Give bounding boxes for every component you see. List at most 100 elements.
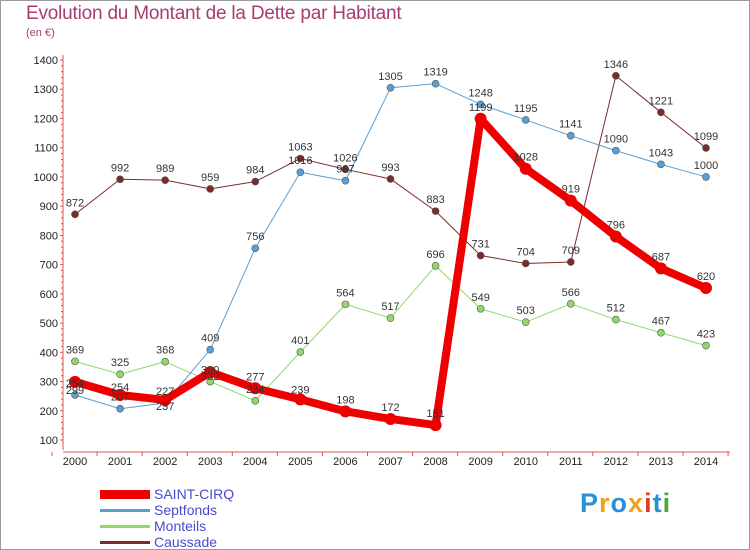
data-label: 984 — [246, 165, 264, 177]
y-tick-label: 100 — [40, 435, 58, 447]
x-tick-label: 2000 — [63, 456, 87, 468]
data-point — [249, 382, 262, 395]
data-label: 872 — [66, 197, 84, 209]
y-tick-label: 1400 — [34, 55, 58, 67]
y-tick-label: 200 — [40, 406, 58, 418]
data-label: 503 — [517, 305, 535, 317]
data-label: 796 — [607, 220, 625, 232]
data-label: 1028 — [513, 152, 537, 164]
data-label: 237 — [156, 401, 174, 413]
y-tick-label: 1100 — [34, 143, 58, 155]
data-label: 549 — [471, 292, 489, 304]
x-tick-label: 2010 — [513, 456, 537, 468]
y-tick-label: 300 — [40, 377, 58, 389]
x-tick-label: 2009 — [468, 456, 492, 468]
data-label: 198 — [336, 394, 354, 406]
data-point — [474, 112, 487, 125]
data-label: 1319 — [423, 67, 447, 79]
data-point — [69, 375, 81, 388]
data-point — [296, 168, 305, 177]
data-label: 620 — [697, 271, 715, 283]
x-tick-label: 2005 — [288, 456, 312, 468]
data-label: 1063 — [288, 142, 312, 154]
data-label: 564 — [336, 287, 354, 299]
data-point — [294, 393, 307, 406]
data-point — [116, 404, 124, 413]
data-point — [116, 370, 124, 379]
x-tick-label: 2012 — [604, 456, 628, 468]
y-tick-label: 1200 — [34, 113, 58, 125]
y-tick-label: 900 — [40, 201, 58, 213]
data-point — [71, 391, 79, 399]
data-label: 687 — [652, 251, 670, 263]
data-point — [654, 262, 667, 275]
x-tick-label: 2001 — [108, 456, 132, 468]
data-label: 254 — [66, 378, 84, 390]
data-label: 1199 — [469, 102, 493, 114]
data-point — [431, 79, 440, 88]
data-label: 1248 — [468, 87, 492, 99]
data-point — [159, 393, 172, 406]
data-point — [657, 160, 665, 169]
data-label: 731 — [471, 239, 489, 251]
data-point — [429, 419, 442, 432]
x-tick-label: 2007 — [378, 456, 402, 468]
data-point — [296, 348, 305, 356]
legend-label: Caussade — [154, 534, 218, 550]
y-tick-label: 500 — [40, 318, 58, 330]
data-point — [612, 71, 620, 80]
data-point — [702, 144, 710, 152]
data-point — [657, 108, 665, 117]
y-tick-label: 400 — [40, 347, 58, 359]
data-point — [251, 397, 260, 405]
data-point — [341, 300, 350, 309]
data-point — [161, 176, 169, 184]
x-tick-label: 2013 — [649, 456, 673, 468]
data-label: 883 — [426, 194, 444, 206]
data-label: 1141 — [559, 119, 583, 131]
data-label: 409 — [201, 333, 219, 345]
data-label: 566 — [562, 287, 580, 299]
data-point — [521, 318, 530, 327]
data-point — [521, 116, 530, 124]
data-label: 467 — [652, 316, 670, 328]
legend-swatch — [100, 541, 150, 544]
data-point — [71, 210, 79, 219]
proxiti-logo: Proxiti — [580, 488, 671, 519]
data-point — [702, 173, 710, 181]
data-point — [386, 175, 395, 183]
data-point — [657, 328, 665, 337]
y-tick-label: 700 — [40, 260, 58, 272]
y-tick-label: 1300 — [34, 84, 58, 96]
data-point — [566, 258, 575, 266]
data-point — [114, 388, 127, 401]
data-point — [702, 341, 710, 350]
logo-letter: i — [662, 488, 672, 518]
legend-swatch — [100, 509, 150, 512]
data-point — [71, 357, 79, 366]
x-tick-label: 2011 — [559, 456, 583, 468]
data-label: 254 — [111, 382, 129, 394]
data-label: 368 — [156, 345, 174, 357]
data-label: 332 — [201, 371, 219, 383]
data-point — [476, 251, 485, 260]
series-line-monteils — [74, 265, 707, 402]
series-line-septfonds — [74, 83, 707, 410]
data-point — [341, 165, 350, 174]
data-point — [519, 162, 532, 175]
logo-letter: t — [652, 488, 663, 518]
data-label: 239 — [291, 384, 309, 396]
data-label: 512 — [607, 303, 625, 315]
data-point — [476, 304, 485, 313]
data-label: 756 — [246, 231, 264, 243]
data-label: 423 — [697, 329, 715, 341]
data-point — [341, 176, 350, 185]
data-point — [384, 412, 397, 425]
data-label: 172 — [381, 402, 399, 414]
data-point — [566, 131, 575, 140]
data-label: 1195 — [514, 103, 538, 115]
data-label: 325 — [111, 357, 129, 369]
legend-label: SAINT-CIRQ — [154, 486, 235, 502]
data-point — [612, 315, 620, 324]
